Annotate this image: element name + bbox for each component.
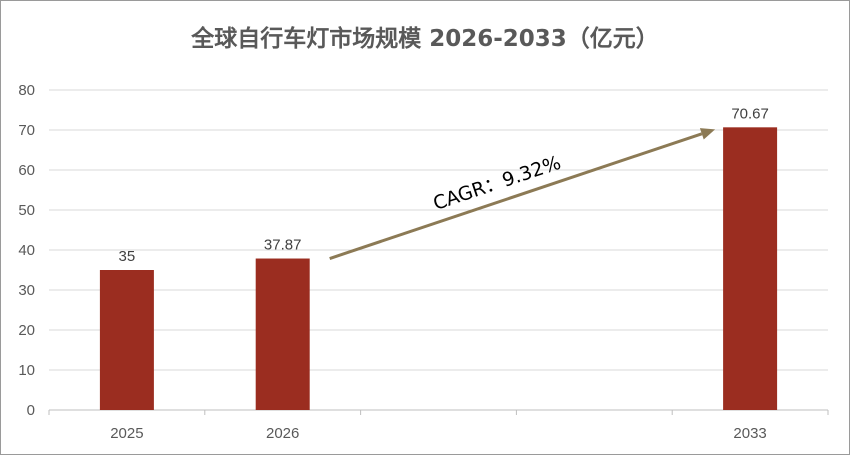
- data-label: 70.67: [731, 105, 769, 122]
- bar: [723, 127, 778, 410]
- cagr-arrow-line: [329, 132, 703, 260]
- y-tick-label: 20: [18, 322, 35, 339]
- y-tick-label: 80: [18, 82, 35, 99]
- y-tick-label: 60: [18, 162, 35, 179]
- data-label: 37.87: [264, 237, 302, 254]
- x-tick-label: 2033: [733, 425, 766, 442]
- y-tick-label: 70: [18, 122, 35, 139]
- y-tick-label: 40: [18, 242, 35, 259]
- chart-title: 全球自行车灯市场规模 2026-2033（亿元）: [191, 26, 659, 52]
- y-tick-label: 10: [18, 362, 35, 379]
- x-tick-label: 2026: [266, 425, 299, 442]
- bar: [99, 270, 154, 410]
- x-tick-label: 2025: [110, 425, 143, 442]
- cagr-annotation: CAGR：9.32%: [430, 152, 563, 215]
- y-tick-label: 0: [27, 402, 35, 419]
- cagr-arrow-head: [699, 128, 716, 140]
- y-tick-label: 30: [18, 282, 35, 299]
- bar: [255, 258, 310, 410]
- data-label: 35: [119, 248, 136, 265]
- y-tick-label: 50: [18, 202, 35, 219]
